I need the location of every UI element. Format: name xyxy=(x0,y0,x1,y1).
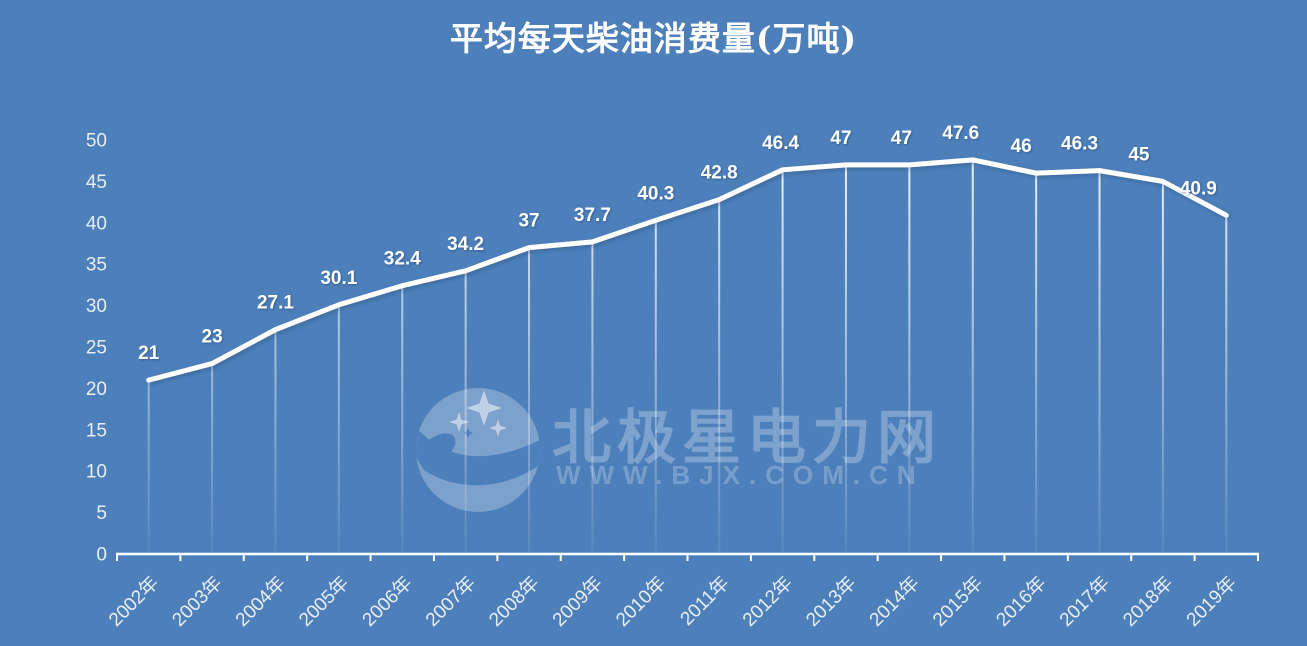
data-label: 47.6 xyxy=(942,123,979,144)
y-axis-tick-label: 50 xyxy=(86,131,107,152)
x-axis-category-label: 2003年 xyxy=(168,572,227,631)
x-axis-category-label: 2014年 xyxy=(865,572,924,631)
y-axis-tick-label: 15 xyxy=(86,420,107,441)
x-axis-category-label: 2010年 xyxy=(611,572,670,631)
data-label: 37.7 xyxy=(574,205,611,226)
data-label: 32.4 xyxy=(384,249,421,270)
x-axis-category-label: 2005年 xyxy=(295,572,354,631)
data-label: 21 xyxy=(138,343,160,364)
data-label: 46.3 xyxy=(1061,134,1098,155)
data-label: 46 xyxy=(1011,136,1032,157)
data-label: 47 xyxy=(891,128,912,149)
x-axis-category-label: 2009年 xyxy=(548,572,607,631)
y-axis-tick-label: 30 xyxy=(86,296,107,317)
x-axis-category-label: 2018年 xyxy=(1119,572,1178,631)
y-axis-tick-label: 40 xyxy=(86,213,107,234)
x-axis-category-label: 2006年 xyxy=(358,572,417,631)
x-axis-category-label: 2004年 xyxy=(231,572,290,631)
data-label: 34.2 xyxy=(447,234,484,255)
x-axis-category-label: 2012年 xyxy=(738,572,797,631)
x-axis-category-label: 2019年 xyxy=(1182,572,1241,631)
data-label: 45 xyxy=(1128,144,1150,165)
x-axis-category-label: 2013年 xyxy=(802,572,861,631)
data-label: 46.4 xyxy=(762,133,799,154)
y-axis-tick-label: 25 xyxy=(86,338,107,359)
y-axis-tick-label: 5 xyxy=(96,503,107,524)
x-axis-category-label: 2017年 xyxy=(1055,572,1114,631)
x-axis-category-label: 2015年 xyxy=(928,572,987,631)
x-axis-category-label: 2007年 xyxy=(421,572,480,631)
y-axis-tick-label: 10 xyxy=(86,462,107,483)
data-label: 40.9 xyxy=(1180,178,1217,199)
chart-title: 平均每天柴油消费量(万吨) xyxy=(449,19,858,58)
data-label: 37 xyxy=(518,211,539,232)
data-label: 30.1 xyxy=(320,268,357,289)
x-axis-category-label: 2016年 xyxy=(992,572,1051,631)
y-axis-tick-label: 0 xyxy=(96,545,107,566)
data-label: 27.1 xyxy=(257,293,294,314)
y-axis-tick-label: 35 xyxy=(86,255,107,276)
series-line xyxy=(146,157,1229,383)
y-axis-tick-label: 20 xyxy=(86,379,107,400)
x-axis-category-label: 2011年 xyxy=(676,572,734,630)
x-axis-category-label: 2002年 xyxy=(104,572,163,631)
data-label: 40.3 xyxy=(637,183,674,204)
data-label: 47 xyxy=(830,128,851,149)
x-axis-category-label: 2008年 xyxy=(485,572,544,631)
data-label: 42.8 xyxy=(701,163,738,184)
y-axis-tick-label: 45 xyxy=(86,172,107,193)
data-label: 23 xyxy=(202,327,223,348)
